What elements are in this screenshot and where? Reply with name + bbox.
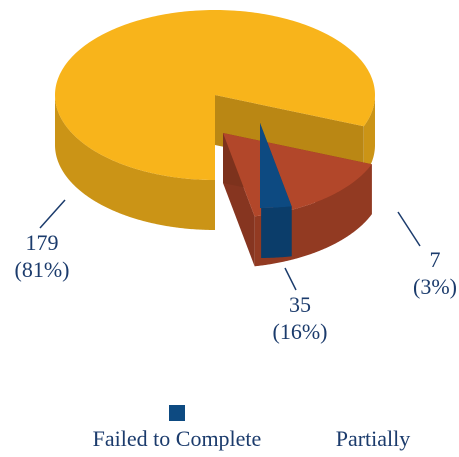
leader-line [284,267,297,291]
leader-line [397,211,421,247]
pie-slice [260,123,292,208]
leader-line [39,199,66,229]
value-label: 35 [289,292,311,317]
slice-side [363,95,375,177]
value-label: 7 [430,247,441,272]
slice-side [55,95,215,230]
legend-label: Partially [336,426,411,451]
percent-label: (16%) [273,319,328,344]
value-label: 179 [26,230,59,255]
percent-label: (3%) [413,274,457,299]
legend-label: Failed to Complete [93,426,262,451]
slice-side [261,206,292,258]
pie-slice [55,10,375,180]
percent-label: (81%) [15,257,70,282]
legend-marker [169,405,185,421]
